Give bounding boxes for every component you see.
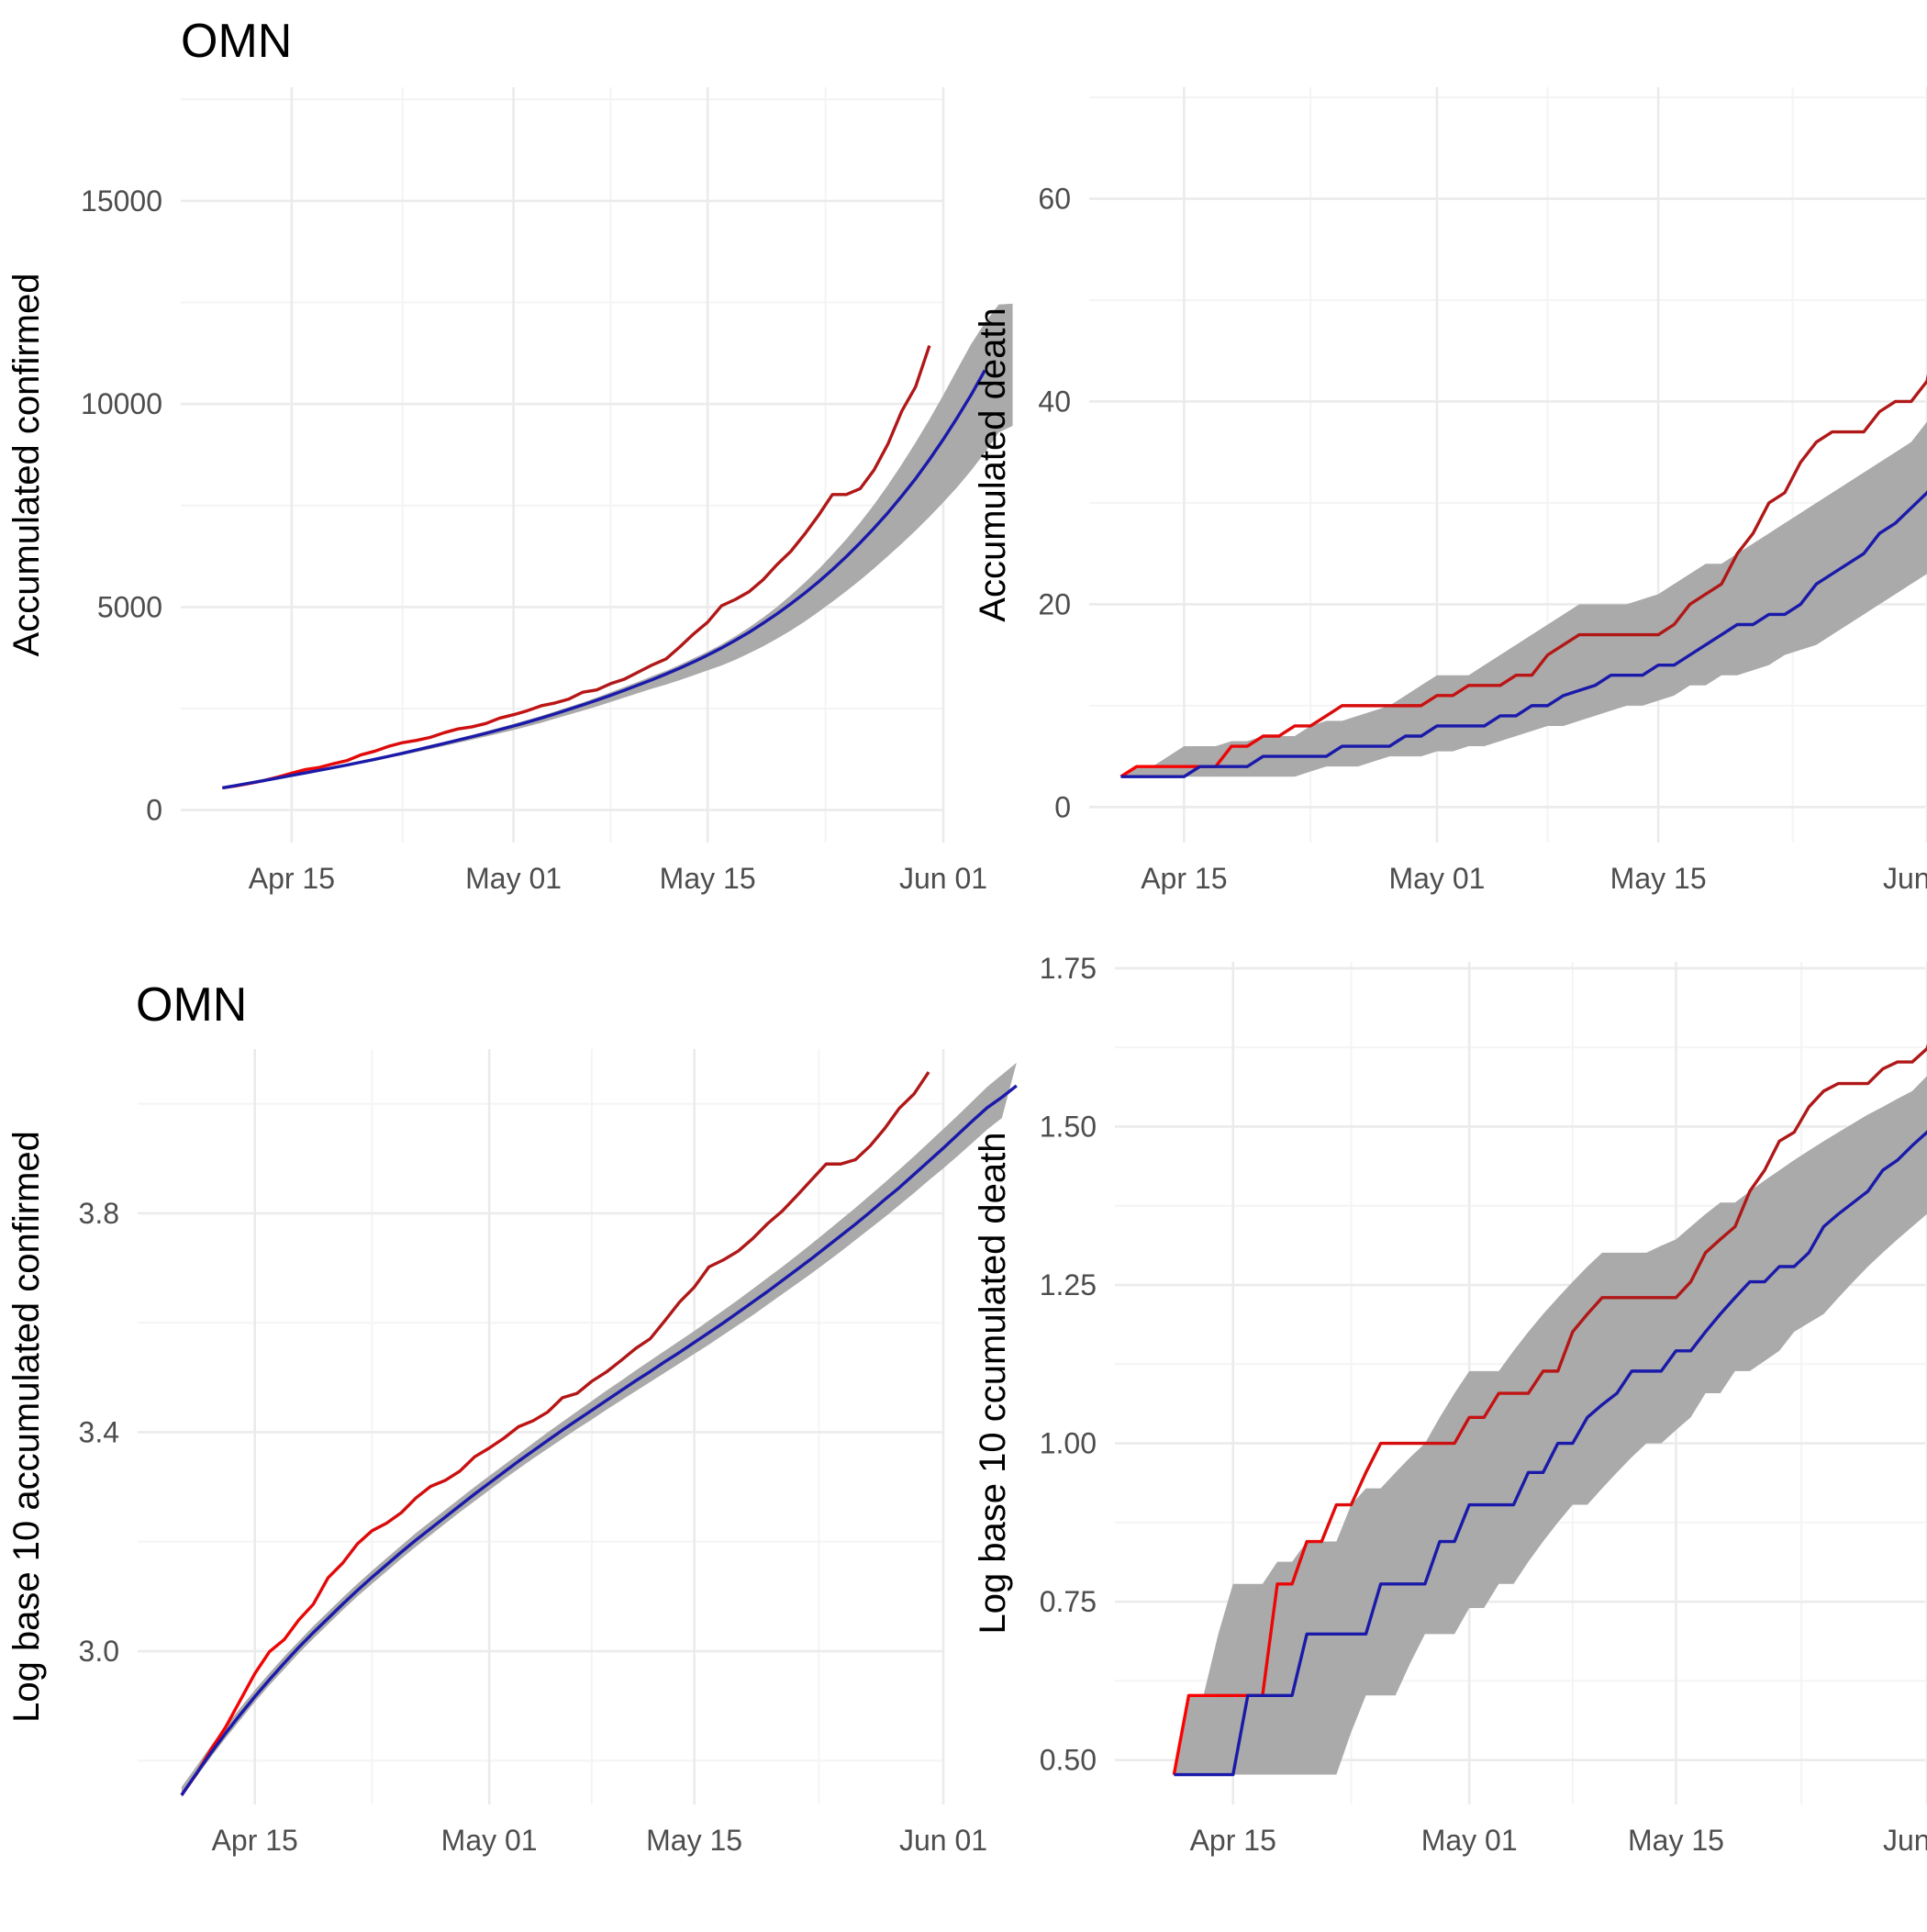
observed-series-line [1119, 374, 1927, 778]
x-tick-label: Jun 01 [899, 862, 987, 895]
fitted-series-line [222, 369, 986, 790]
x-tick-label: Apr 15 [1141, 862, 1227, 895]
panel-title: OMN [181, 15, 292, 68]
x-tick-label: Jun 01 [1883, 862, 1927, 895]
panel-title: OMN [136, 978, 247, 1032]
y-tick-label: 1.50 [1040, 1110, 1097, 1143]
prediction-band [181, 1062, 1017, 1798]
fitted-series-line [1174, 1130, 1927, 1777]
x-tick-label: Jun 01 [899, 1824, 987, 1857]
y-tick-label: 20 [1038, 587, 1071, 620]
prediction-band [1174, 1076, 1927, 1775]
fitted-series-line [180, 1084, 1018, 1796]
y-tick-label: 40 [1038, 385, 1071, 418]
x-tick-label: May 01 [441, 1824, 538, 1857]
x-tick-label: May 15 [1628, 1824, 1724, 1857]
x-tick-label: Jun 01 [1883, 1824, 1927, 1857]
y-tick-label: 60 [1038, 183, 1071, 216]
y-tick-label: 5000 [97, 590, 162, 623]
y-tick-label: 0 [146, 794, 162, 827]
x-tick-label: May 15 [1610, 862, 1707, 895]
y-tick-label: 1.75 [1040, 952, 1097, 985]
prediction-band [1120, 421, 1927, 777]
y-tick-label: 3.8 [79, 1197, 119, 1230]
chart-panel-2: Apr 15 May 01 May 15 Jun 01 0 20 40 60 Accumulat… [973, 87, 1927, 895]
y-axis-label: Accumulated death [973, 307, 1013, 621]
x-tick-label: Apr 15 [249, 862, 335, 895]
y-tick-label: 3.0 [79, 1635, 119, 1668]
y-axis-label: Log base 10 accumulated confirmed [6, 1131, 47, 1723]
prediction-band [222, 303, 1013, 788]
x-tick-label: May 01 [1421, 1824, 1518, 1857]
x-tick-label: Apr 15 [1190, 1824, 1276, 1857]
y-tick-label: 0.75 [1040, 1585, 1097, 1618]
chart-panel-3: Apr 15 May 01 May 15 Jun 01 3.0 3.4 3.8 OMN Log … [6, 978, 1018, 1857]
y-tick-label: 1.00 [1040, 1427, 1097, 1460]
chart-panel-1: Apr 15 May 01 May 15 Jun 01 0 5000 10000 15000 O… [6, 15, 1013, 895]
fitted-series-line [1120, 490, 1927, 778]
y-tick-label: 15000 [81, 184, 162, 218]
observed-series-line [180, 1071, 930, 1796]
x-tick-label: May 15 [646, 1824, 742, 1857]
y-axis-label: Accumulated confirmed [6, 274, 47, 657]
observed-series-line [1172, 1044, 1927, 1775]
y-tick-label: 3.4 [79, 1415, 119, 1448]
observed-series-line [222, 345, 931, 790]
y-tick-label: 1.25 [1040, 1268, 1097, 1301]
x-tick-label: May 01 [1389, 862, 1486, 895]
y-axis-label: Log base 10 ccumulated death [973, 1132, 1013, 1634]
y-tick-label: 0.50 [1040, 1744, 1097, 1777]
chart-panel-4: Apr 15 May 01 May 15 Jun 01 0.50 0.75 1.00 1.25… [973, 952, 1927, 1857]
x-tick-label: May 01 [465, 862, 562, 895]
x-tick-label: Apr 15 [212, 1824, 298, 1857]
y-tick-label: 10000 [81, 387, 162, 420]
x-tick-label: May 15 [660, 862, 756, 895]
y-tick-label: 0 [1054, 790, 1071, 823]
